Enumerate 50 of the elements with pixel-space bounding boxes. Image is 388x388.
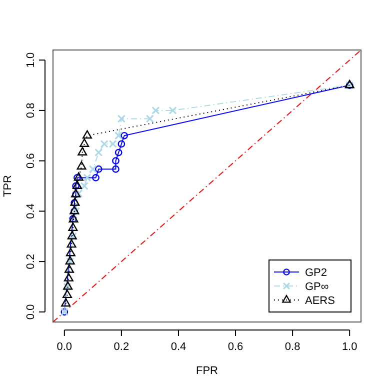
point	[74, 174, 81, 182]
point	[114, 132, 123, 140]
point	[72, 182, 80, 190]
y-tick-label: 1.0	[25, 52, 37, 68]
point	[112, 165, 120, 173]
point	[152, 106, 160, 115]
point	[64, 264, 74, 273]
x-tick-label: 1.0	[342, 341, 358, 353]
point	[70, 199, 78, 207]
point	[64, 273, 74, 282]
y-axis-title: TPR	[2, 174, 14, 197]
point	[92, 174, 100, 182]
point	[118, 140, 126, 148]
legend-label: GP2	[305, 267, 328, 279]
y-tick-label: 0.0	[25, 304, 37, 320]
point	[72, 180, 82, 190]
point	[94, 165, 102, 173]
point	[74, 172, 84, 181]
point	[146, 114, 154, 123]
x-tick-label: 0.8	[284, 341, 300, 353]
x-tick-label: 0.0	[56, 341, 72, 353]
point	[94, 148, 103, 157]
point	[82, 130, 92, 139]
point	[168, 106, 177, 115]
y-tick-label: 0.6	[25, 153, 37, 168]
x-tick-label: 0.6	[228, 341, 244, 353]
point	[68, 222, 78, 232]
x-tick-label: 0.4	[170, 341, 186, 353]
point	[88, 165, 98, 174]
point	[76, 161, 86, 170]
point	[74, 189, 83, 198]
point	[117, 114, 126, 123]
x-axis-title: FPR	[196, 365, 218, 377]
y-tick-label: 0.8	[25, 102, 37, 118]
point	[61, 298, 71, 307]
legend-label: GP∞	[305, 281, 329, 293]
legend-label: AERS	[305, 295, 335, 307]
point	[78, 147, 88, 156]
point	[62, 290, 72, 298]
y-tick-label: 0.2	[25, 254, 37, 270]
point	[80, 182, 88, 190]
point	[66, 248, 76, 256]
point	[114, 148, 122, 156]
x-tick-label: 0.2	[114, 341, 130, 353]
point	[66, 239, 76, 248]
y-tick-label: 0.4	[25, 204, 37, 219]
point	[112, 157, 120, 164]
point	[83, 174, 92, 182]
point	[80, 138, 90, 147]
point	[120, 132, 128, 140]
